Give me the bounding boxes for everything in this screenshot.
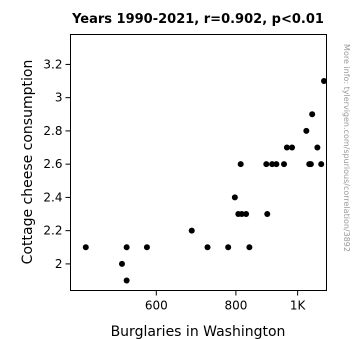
plot-area	[70, 34, 327, 291]
data-point	[231, 194, 238, 201]
data-point	[281, 161, 288, 168]
data-point	[289, 144, 296, 151]
source-note: More info: tylervigen.com/spurious/corre…	[342, 44, 351, 252]
data-point	[246, 244, 253, 251]
data-point	[188, 227, 195, 234]
data-point	[123, 244, 130, 251]
data-point	[283, 144, 290, 151]
y-tick-label: 3	[55, 91, 63, 105]
data-point	[225, 244, 232, 251]
data-point	[273, 161, 280, 168]
data-point	[238, 211, 245, 218]
data-point	[82, 244, 89, 251]
data-point	[314, 144, 321, 151]
x-tick-label: 800	[224, 299, 247, 313]
y-tick-label: 2.4	[43, 190, 62, 204]
data-point	[143, 244, 150, 251]
data-point	[237, 161, 244, 168]
x-tick-label: 1K	[290, 299, 307, 313]
x-tick-label: 600	[145, 299, 168, 313]
data-point	[243, 211, 250, 218]
x-axis: 6008001K1K	[145, 290, 307, 313]
y-tick-label: 2.8	[43, 124, 62, 138]
y-tick-label: 2.2	[43, 224, 62, 238]
data-point	[309, 111, 316, 118]
data-point	[320, 78, 327, 85]
data-point	[318, 161, 325, 168]
y-tick-label: 2.6	[43, 157, 62, 171]
y-tick-label: 3.2	[43, 57, 62, 71]
y-tick-label: 2	[55, 257, 63, 271]
x-axis-label: Burglaries in Washington	[111, 324, 286, 339]
y-axis: 2 2.2 2.4 2.6 2.8 3 3.2	[43, 57, 71, 271]
data-point	[263, 161, 270, 168]
chart-title: Years 1990-2021, r=0.902, p<0.01	[71, 12, 324, 27]
y-axis-label: Cottage cheese consumption	[20, 60, 36, 265]
data-point	[264, 211, 271, 218]
data-point	[307, 161, 314, 168]
data-point	[303, 127, 310, 134]
data-point	[118, 260, 125, 267]
data-point	[269, 161, 276, 168]
data-points	[82, 78, 327, 284]
data-point	[204, 244, 211, 251]
data-point	[123, 277, 130, 284]
